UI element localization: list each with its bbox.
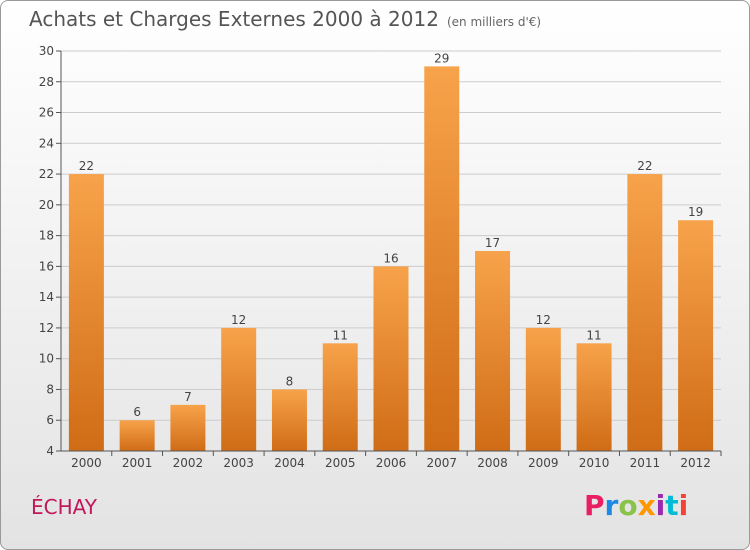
title-text: Achats et Charges Externes 2000 à 2012 (29, 7, 439, 31)
data-label: 12 (536, 313, 551, 327)
y-tick-label: 24 (39, 136, 54, 150)
y-tick-label: 22 (39, 167, 54, 181)
x-tick-label: 2008 (477, 456, 508, 470)
x-tick-label: 2002 (173, 456, 204, 470)
data-label: 6 (133, 405, 141, 419)
data-label: 22 (79, 159, 94, 173)
x-axis-ticks: 2000 2001 2002 2003 2004 2005 2006 2007 2008 2009… (71, 451, 722, 470)
bar (576, 343, 612, 451)
y-tick-label: 4 (46, 444, 54, 458)
bar (678, 220, 714, 451)
y-tick-label: 8 (46, 382, 54, 396)
x-tick-label: 2009 (528, 456, 559, 470)
data-label: 11 (586, 328, 601, 342)
chart-subtitle: (en milliers d'€) (446, 15, 542, 29)
bar (68, 174, 104, 452)
town-name: ÉCHAY (31, 495, 97, 519)
bar (271, 389, 307, 451)
y-axis-ticks: 4 6 8 10 12 14 16 18 20 22 24 26 28 30 (39, 44, 61, 458)
y-tick-label: 20 (39, 198, 54, 212)
y-tick-label: 26 (39, 106, 54, 120)
bar (119, 420, 155, 451)
x-tick-label: 2010 (579, 456, 610, 470)
y-tick-label: 16 (39, 259, 54, 273)
proxiti-logo: Proxiti (584, 489, 689, 522)
data-label: 7 (184, 390, 192, 404)
x-tick-label: 2001 (122, 456, 153, 470)
bar (475, 251, 511, 451)
y-tick-label: 18 (39, 229, 54, 243)
bar (322, 343, 358, 451)
data-label: 11 (333, 328, 348, 342)
chart-title: Achats et Charges Externes 2000 à 2012 (e… (29, 7, 541, 31)
y-tick-label: 6 (46, 413, 54, 427)
axes (60, 51, 721, 452)
y-tick-label: 10 (39, 352, 54, 366)
data-label: 12 (231, 313, 246, 327)
bar (170, 404, 206, 451)
data-label: 8 (286, 374, 294, 388)
data-label: 29 (434, 51, 449, 65)
bar (373, 266, 409, 451)
x-tick-label: 2004 (274, 456, 305, 470)
x-tick-label: 2000 (71, 456, 102, 470)
bar (627, 174, 663, 452)
y-tick-label: 30 (39, 44, 54, 58)
y-tick-label: 28 (39, 75, 54, 89)
bar (525, 327, 561, 451)
x-tick-label: 2003 (223, 456, 254, 470)
x-tick-label: 2007 (426, 456, 457, 470)
bar (221, 327, 257, 451)
data-label: 19 (688, 205, 703, 219)
x-tick-label: 2012 (680, 456, 711, 470)
data-label: 16 (383, 251, 398, 265)
data-label: 22 (637, 159, 652, 173)
bar (424, 66, 460, 451)
y-tick-label: 12 (39, 321, 54, 335)
bars: 22 6 7 12 8 11 16 29 17 12 11 22 19 (68, 51, 714, 452)
x-tick-label: 2006 (376, 456, 407, 470)
x-tick-label: 2005 (325, 456, 356, 470)
y-tick-label: 14 (39, 290, 54, 304)
data-label: 17 (485, 236, 500, 250)
x-tick-label: 2011 (630, 456, 661, 470)
